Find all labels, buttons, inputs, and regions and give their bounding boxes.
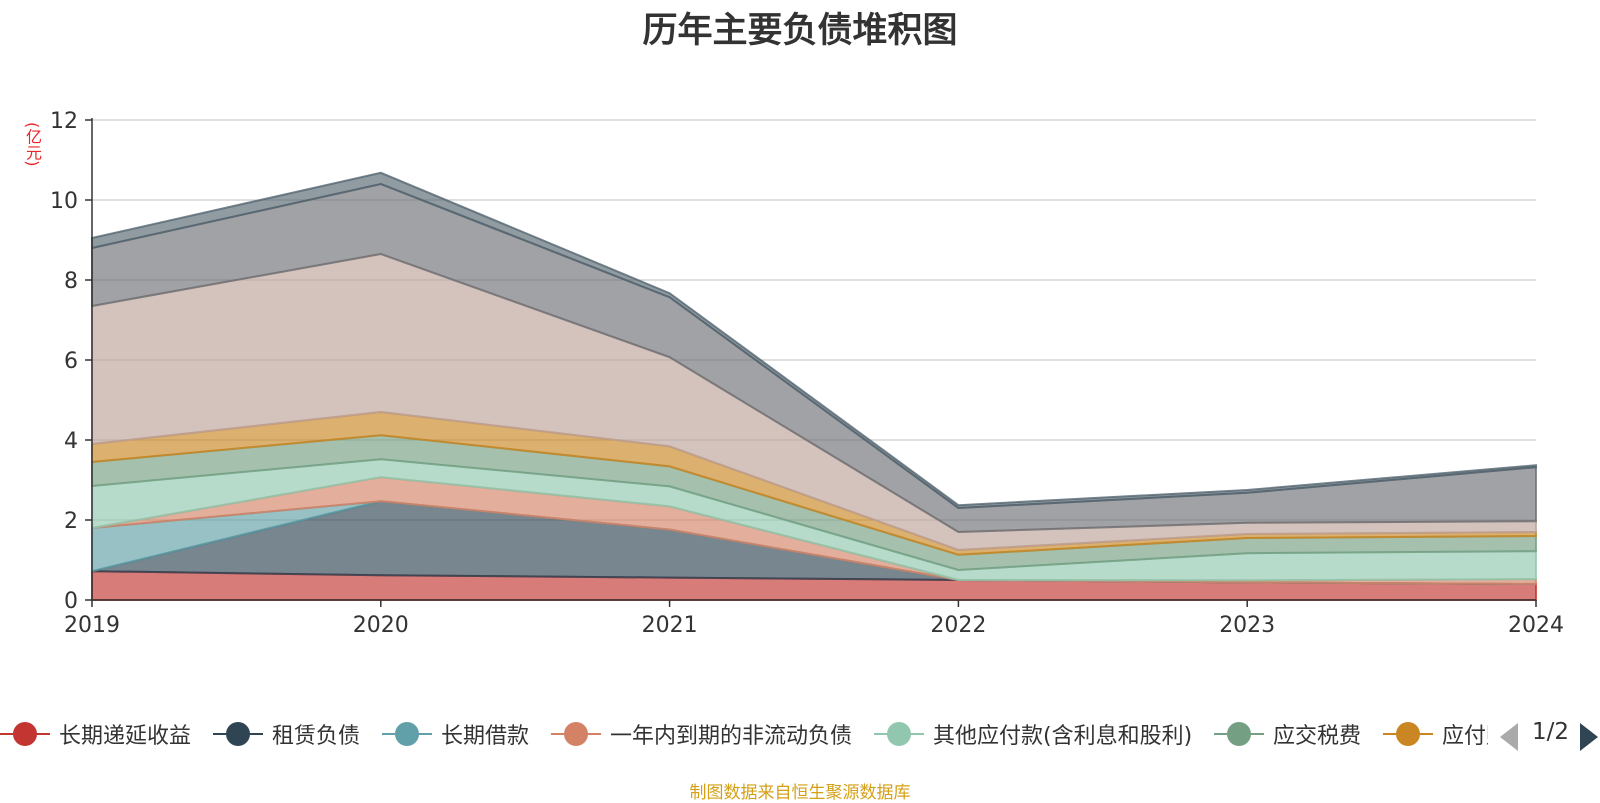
- legend-label: 长期借款: [441, 724, 530, 749]
- legend-marker-icon: [0, 716, 50, 752]
- data-source-note: 制图数据来自恒生聚源数据库: [689, 783, 911, 803]
- y-tick-label: 4: [64, 429, 78, 454]
- chart-title: 历年主要负债堆积图: [642, 11, 958, 51]
- area-series-layer: [91, 171, 1537, 601]
- legend-item-3[interactable]: 一年内到期的非流动负债: [551, 716, 852, 752]
- legend-pager: 1/2: [1496, 716, 1600, 752]
- y-tick-label: 12: [50, 109, 78, 134]
- y-tick-label: 0: [64, 589, 78, 614]
- x-tick-label: 2022: [930, 613, 986, 638]
- legend-marker-icon: [382, 716, 432, 752]
- axes: 0 2 4 6 8 10 12 2019 2020 2021 2022 2023 2024: [50, 109, 1564, 638]
- x-tick-label: 2024: [1508, 613, 1564, 638]
- legend-label: 租赁负债: [272, 724, 361, 749]
- legend-item-6[interactable]: 应付账款: [1383, 716, 1488, 752]
- legend-item-4[interactable]: 其他应付款(含利息和股利): [874, 716, 1192, 752]
- y-axis-unit-label: (亿元): [23, 122, 42, 167]
- y-tick-label: 8: [64, 269, 78, 294]
- y-tick-label: 10: [50, 189, 78, 214]
- legend-marker-icon: [551, 716, 601, 752]
- legend-label: 应付账款: [1442, 724, 1488, 749]
- x-tick-label: 2020: [353, 613, 409, 638]
- y-tick-label: 6: [64, 349, 78, 374]
- legend-marker-icon: [213, 716, 263, 752]
- area-series-9: [91, 171, 1537, 510]
- legend-marker-icon: [1383, 716, 1433, 752]
- legend: 长期递延收益 租赁负债 长期借款 一年内到期的非流动负债 其他应付款(含利息和股利) 应交…: [0, 716, 1488, 752]
- x-tick-label: 2021: [642, 613, 698, 638]
- legend-prev-page-button[interactable]: [1500, 723, 1518, 751]
- legend-item-0[interactable]: 长期递延收益: [0, 716, 191, 752]
- x-tick-label: 2019: [64, 613, 120, 638]
- legend-label: 应交税费: [1273, 724, 1362, 749]
- y-tick-label: 2: [64, 509, 78, 534]
- legend-item-5[interactable]: 应交税费: [1214, 716, 1361, 752]
- legend-item-1[interactable]: 租赁负债: [213, 716, 360, 752]
- legend-label: 其他应付款(含利息和股利): [933, 724, 1193, 749]
- legend-label: 一年内到期的非流动负债: [610, 724, 853, 749]
- legend-label: 长期递延收益: [59, 724, 192, 749]
- legend-marker-icon: [1214, 716, 1264, 752]
- legend-marker-icon: [874, 716, 924, 752]
- legend-page-indicator: 1/2: [1532, 719, 1570, 745]
- x-tick-label: 2023: [1219, 613, 1275, 638]
- legend-next-page-button[interactable]: [1580, 723, 1598, 751]
- legend-item-2[interactable]: 长期借款: [382, 716, 529, 752]
